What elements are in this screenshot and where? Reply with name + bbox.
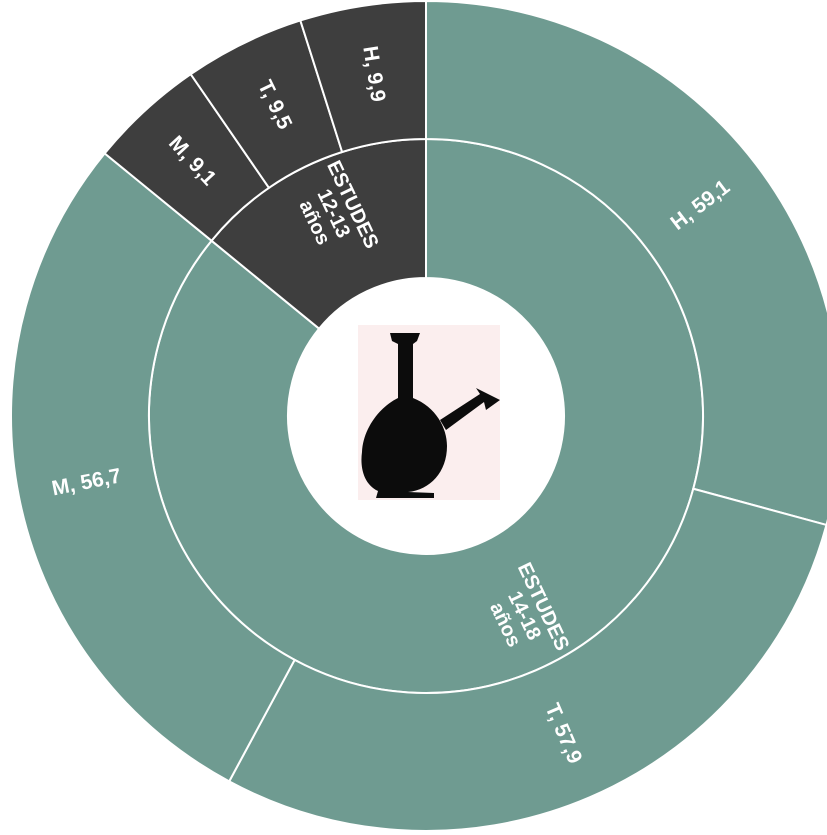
outer-slice-h-59-1 bbox=[425, 0, 827, 527]
bong-icon bbox=[358, 325, 500, 500]
outer-slice-t-57-9 bbox=[227, 487, 827, 832]
outer-slice-m-56-7 bbox=[10, 151, 296, 783]
outer-slice-h-9-9 bbox=[299, 0, 427, 154]
slices-layer bbox=[10, 0, 827, 832]
inner-label-estudes-14-18-a-os: ESTUDES14-18años bbox=[475, 559, 573, 672]
